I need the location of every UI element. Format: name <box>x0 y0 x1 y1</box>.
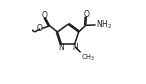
Text: N: N <box>73 43 78 52</box>
Text: O: O <box>42 11 48 20</box>
Text: N: N <box>58 43 64 52</box>
Text: O: O <box>37 24 43 33</box>
Text: CH$_3$: CH$_3$ <box>81 53 95 63</box>
Text: O: O <box>84 10 90 19</box>
Text: NH$_2$: NH$_2$ <box>96 19 112 31</box>
